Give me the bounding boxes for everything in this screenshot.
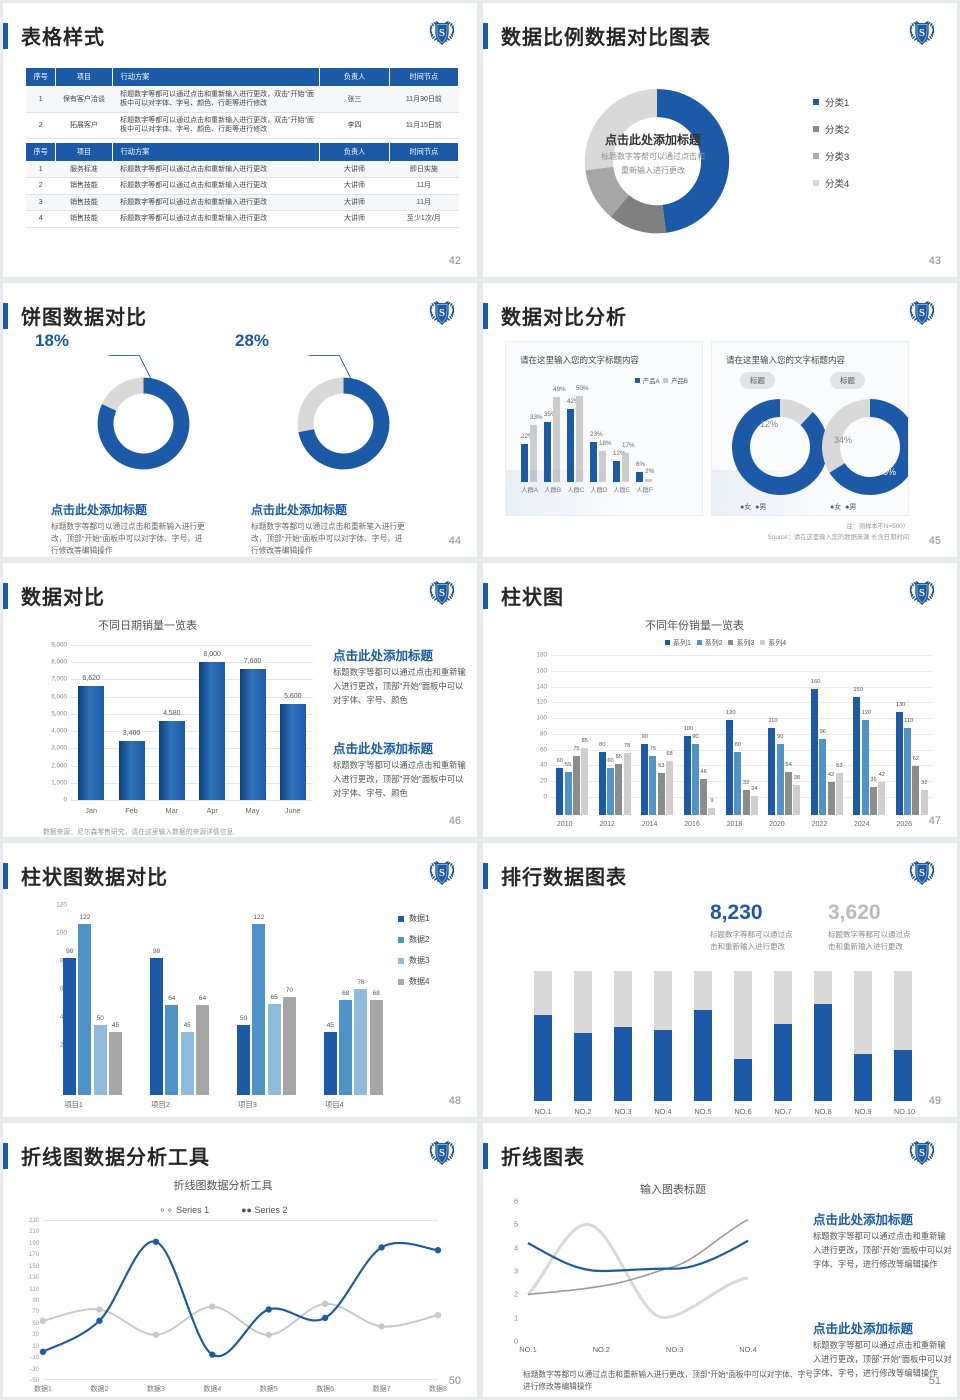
svg-text:S: S xyxy=(439,588,445,599)
svg-text:S: S xyxy=(439,1148,445,1159)
svg-text:S: S xyxy=(439,868,445,879)
svg-text:88%: 88% xyxy=(772,467,790,477)
svg-text:S: S xyxy=(919,588,925,599)
svg-text:S: S xyxy=(439,308,445,319)
svg-text:S: S xyxy=(919,1148,925,1159)
svg-text:S: S xyxy=(439,28,445,39)
svg-text:S: S xyxy=(919,308,925,319)
svg-text:66%: 66% xyxy=(878,467,896,477)
svg-text:34%: 34% xyxy=(834,435,852,445)
svg-text:12%: 12% xyxy=(760,419,778,429)
svg-text:S: S xyxy=(919,868,925,879)
svg-text:S: S xyxy=(919,28,925,39)
